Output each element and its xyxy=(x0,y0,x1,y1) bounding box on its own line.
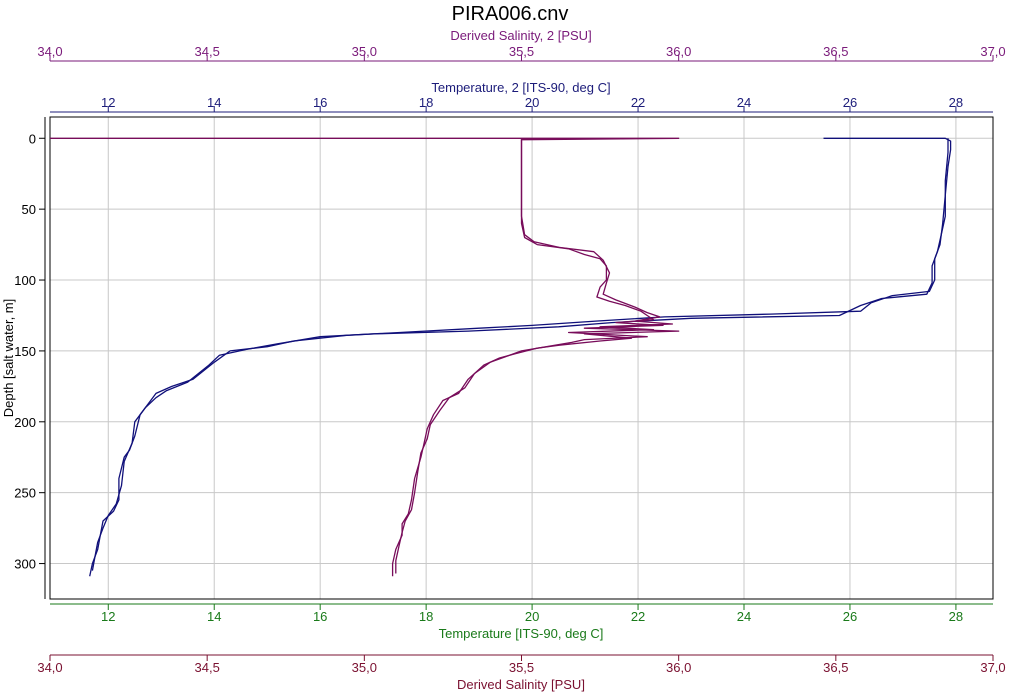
salinity-bottom-axis-label: Derived Salinity [PSU] xyxy=(457,677,585,692)
temperature-bottom-tick-label: 22 xyxy=(631,609,645,624)
temperature-top-tick-label: 22 xyxy=(631,95,645,110)
salinity-bottom-tick-label: 34,5 xyxy=(195,660,220,675)
salinity-top-tick-label: 35,5 xyxy=(509,44,534,59)
salinity-bottom-tick-label: 34,0 xyxy=(37,660,62,675)
temperature-profile-line-2 xyxy=(91,138,949,571)
temperature-top-tick-label: 12 xyxy=(101,95,115,110)
temperature-top-tick-label: 28 xyxy=(949,95,963,110)
salinity-top-tick-label: 34,0 xyxy=(37,44,62,59)
depth-tick-label: 50 xyxy=(22,202,36,217)
salinity-bottom-tick-label: 36,0 xyxy=(666,660,691,675)
temperature-top-tick-label: 16 xyxy=(313,95,327,110)
temperature-bottom-tick-label: 12 xyxy=(101,609,115,624)
salinity-top-axis-label: Derived Salinity, 2 [PSU] xyxy=(450,28,591,43)
salinity-top-tick-label: 35,0 xyxy=(352,44,377,59)
temperature-top-tick-label: 26 xyxy=(843,95,857,110)
chart-title: PIRA006.cnv xyxy=(452,3,569,25)
temperature-bottom-tick-label: 28 xyxy=(949,609,963,624)
salinity-bottom-tick-label: 37,0 xyxy=(980,660,1005,675)
depth-tick-label: 100 xyxy=(14,273,36,288)
salinity-bottom-tick-label: 36,5 xyxy=(823,660,848,675)
temperature-top-axis-label: Temperature, 2 [ITS-90, deg C] xyxy=(431,80,610,95)
series-lines xyxy=(50,137,952,577)
salinity-top-tick-label: 37,0 xyxy=(980,44,1005,59)
temperature-bottom-tick-label: 18 xyxy=(419,609,433,624)
salinity-top-tick-label: 36,0 xyxy=(666,44,691,59)
depth-tick-label: 0 xyxy=(29,131,36,146)
salinity-bottom-tick-label: 35,0 xyxy=(352,660,377,675)
salinity-profile-line-4 xyxy=(395,138,674,574)
temperature-top-tick-label: 20 xyxy=(525,95,539,110)
temperature-top-tick-label: 14 xyxy=(207,95,221,110)
temperature-bottom-axis-label: Temperature [ITS-90, deg C] xyxy=(439,626,604,641)
temperature-bottom-tick-label: 24 xyxy=(737,609,751,624)
temperature-top-tick-label: 24 xyxy=(737,95,751,110)
temperature-bottom-tick-label: 14 xyxy=(207,609,221,624)
depth-tick-label: 200 xyxy=(14,415,36,430)
temperature-bottom-tick-label: 20 xyxy=(525,609,539,624)
salinity-top-tick-label: 36,5 xyxy=(823,44,848,59)
salinity-top-tick-label: 34,5 xyxy=(195,44,220,59)
depth-axis-label: Depth [salt water, m] xyxy=(1,299,16,418)
depth-tick-label: 150 xyxy=(14,344,36,359)
salinity-bottom-tick-label: 35,5 xyxy=(509,660,534,675)
temperature-bottom-tick-label: 26 xyxy=(843,609,857,624)
temperature-top-tick-label: 18 xyxy=(419,95,433,110)
axes: 34,0 34,5 35,0 35,5 36,0 36,5 37,0 12 14 16 18 20 22… xyxy=(14,44,1005,675)
plot-area-frame xyxy=(49,116,994,600)
depth-tick-label: 250 xyxy=(14,486,36,501)
temperature-bottom-tick-label: 16 xyxy=(313,609,327,624)
depth-tick-label: 300 xyxy=(14,557,36,572)
